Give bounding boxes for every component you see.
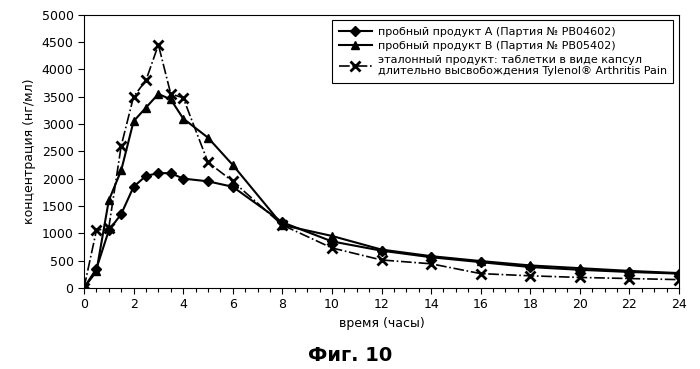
- эталонный продукт: таблетки в виде капсул
длительно высвобождения Tylenol® Arthritis Pain: (2, 3.5e+03): таблетки в виде капсул длительно высвобо…: [130, 94, 138, 99]
- эталонный продукт: таблетки в виде капсул
длительно высвобождения Tylenol® Arthritis Pain: (24, 150): таблетки в виде капсул длительно высвобо…: [675, 277, 683, 282]
- эталонный продукт: таблетки в виде капсул
длительно высвобождения Tylenol® Arthritis Pain: (18, 220): таблетки в виде капсул длительно высвобо…: [526, 273, 535, 278]
- пробный продукт А (Партия № РВ04602): [117, 212, 125, 216]
- Text: Фиг. 10: Фиг. 10: [308, 346, 392, 365]
- пробный продукт А (Партия № РВ04602): [625, 270, 634, 274]
- пробный продукт А (Партия № РВ04602): [278, 220, 286, 224]
- эталонный продукт: таблетки в виде капсул
длительно высвобождения Tylenol® Arthritis Pain: (12, 510): таблетки в виде капсул длительно высвобо…: [377, 258, 386, 262]
- эталонный продукт: таблетки в виде капсул
длительно высвобождения Tylenol® Arthritis Pain: (16, 260): таблетки в виде капсул длительно высвобо…: [477, 272, 485, 276]
- пробный продукт А (Партия № РВ04602): [167, 171, 175, 175]
- пробный продукт В (Партия № РВ05402): [228, 163, 237, 167]
- пробный продукт А (Партия № РВ04602): [204, 179, 212, 183]
- эталонный продукт: таблетки в виде капсул
длительно высвобождения Tylenol® Arthritis Pain: (5, 2.3e+03): таблетки в виде капсул длительно высвобо…: [204, 160, 212, 165]
- пробный продукт А (Партия № РВ04602): [427, 255, 435, 259]
- пробный продукт А (Партия № РВ04602): [526, 265, 535, 269]
- пробный продукт В (Партия № РВ05402): [167, 97, 175, 101]
- эталонный продукт: таблетки в виде капсул
длительно высвобождения Tylenol® Arthritis Pain: (10, 730): таблетки в виде капсул длительно высвобо…: [328, 246, 336, 250]
- пробный продукт В (Партия № РВ05402): [278, 223, 286, 227]
- эталонный продукт: таблетки в виде капсул
длительно высвобождения Tylenol® Arthritis Pain: (0.5, 1.05e+03): таблетки в виде капсул длительно высвобо…: [92, 228, 101, 233]
- пробный продукт А (Партия № РВ04602): [80, 286, 88, 290]
- пробный продукт А (Партия № РВ04602): [675, 272, 683, 276]
- эталонный продукт: таблетки в виде капсул
длительно высвобождения Tylenol® Arthritis Pain: (22, 170): таблетки в виде капсул длительно высвобо…: [625, 276, 634, 281]
- пробный продукт В (Партия № РВ05402): [142, 106, 150, 110]
- пробный продукт В (Партия № РВ05402): [526, 263, 535, 268]
- эталонный продукт: таблетки в виде капсул
длительно высвобождения Tylenol® Arthritis Pain: (20, 190): таблетки в виде капсул длительно высвобо…: [575, 275, 584, 280]
- пробный продукт В (Партия № РВ05402): [675, 271, 683, 275]
- пробный продукт А (Партия № РВ04602): [228, 184, 237, 189]
- пробный продукт А (Партия № РВ04602): [377, 248, 386, 253]
- пробный продукт В (Партия № РВ05402): [104, 198, 113, 203]
- эталонный продукт: таблетки в виде капсул
длительно высвобождения Tylenol® Arthritis Pain: (14, 440): таблетки в виде капсул длительно высвобо…: [427, 262, 435, 266]
- пробный продукт А (Партия № РВ04602): [130, 184, 138, 189]
- эталонный продукт: таблетки в виде капсул
длительно высвобождения Tylenol® Arthritis Pain: (1, 1.1e+03): таблетки в виде капсул длительно высвобо…: [104, 225, 113, 230]
- эталонный продукт: таблетки в виде капсул
длительно высвобождения Tylenol® Arthritis Pain: (3, 4.45e+03): таблетки в виде капсул длительно высвобо…: [154, 42, 162, 47]
- пробный продукт В (Партия № РВ05402): [117, 168, 125, 173]
- пробный продукт В (Партия № РВ05402): [427, 254, 435, 258]
- Y-axis label: концентрация (нг/мл): концентрация (нг/мл): [23, 79, 36, 224]
- Line: эталонный продукт: таблетки в виде капсул
длительно высвобождения Tylenol® Arthritis Pain: эталонный продукт: таблетки в виде капсу…: [79, 40, 684, 293]
- эталонный продукт: таблетки в виде капсул
длительно высвобождения Tylenol® Arthritis Pain: (6, 1.95e+03): таблетки в виде капсул длительно высвобо…: [228, 179, 237, 183]
- эталонный продукт: таблетки в виде капсул
длительно высвобождения Tylenol® Arthritis Pain: (3.5, 3.55e+03): таблетки в виде капсул длительно высвобо…: [167, 92, 175, 96]
- эталонный продукт: таблетки в виде капсул
длительно высвобождения Tylenol® Arthritis Pain: (4, 3.48e+03): таблетки в виде капсул длительно высвобо…: [179, 96, 188, 100]
- пробный продукт В (Партия № РВ05402): [154, 92, 162, 96]
- пробный продукт А (Партия № РВ04602): [575, 268, 584, 272]
- эталонный продукт: таблетки в виде капсул
длительно высвобождения Tylenol® Arthritis Pain: (1.5, 2.6e+03): таблетки в виде капсул длительно высвобо…: [117, 144, 125, 148]
- пробный продукт В (Партия № РВ05402): [477, 259, 485, 263]
- пробный продукт А (Партия № РВ04602): [154, 171, 162, 175]
- эталонный продукт: таблетки в виде капсул
длительно высвобождения Tylenol® Arthritis Pain: (2.5, 3.8e+03): таблетки в виде капсул длительно высвобо…: [142, 78, 150, 83]
- пробный продукт А (Партия № РВ04602): [92, 266, 101, 271]
- пробный продукт В (Партия № РВ05402): [204, 135, 212, 140]
- пробный продукт В (Партия № РВ05402): [575, 266, 584, 270]
- пробный продукт А (Партия № РВ04602): [328, 239, 336, 244]
- эталонный продукт: таблетки в виде капсул
длительно высвобождения Tylenol® Arthritis Pain: (8, 1.15e+03): таблетки в виде капсул длительно высвобо…: [278, 223, 286, 227]
- пробный продукт А (Партия № РВ04602): [477, 260, 485, 264]
- эталонный продукт: таблетки в виде капсул
длительно высвобождения Tylenol® Arthritis Pain: (0, 0): таблетки в виде капсул длительно высвобо…: [80, 286, 88, 290]
- пробный продукт В (Партия № РВ05402): [92, 269, 101, 274]
- пробный продукт В (Партия № РВ05402): [625, 269, 634, 273]
- пробный продукт А (Партия № РВ04602): [179, 176, 188, 181]
- пробный продукт В (Партия № РВ05402): [328, 234, 336, 238]
- пробный продукт А (Партия № РВ04602): [104, 228, 113, 233]
- пробный продукт А (Партия № РВ04602): [142, 174, 150, 178]
- X-axis label: время (часы): время (часы): [339, 317, 424, 330]
- Line: пробный продукт А (Партия № РВ04602): пробный продукт А (Партия № РВ04602): [80, 170, 682, 291]
- пробный продукт В (Партия № РВ05402): [130, 119, 138, 124]
- пробный продукт В (Партия № РВ05402): [377, 247, 386, 252]
- пробный продукт В (Партия № РВ05402): [179, 116, 188, 121]
- пробный продукт В (Партия № РВ05402): [80, 286, 88, 290]
- Line: пробный продукт В (Партия № РВ05402): пробный продукт В (Партия № РВ05402): [80, 90, 683, 292]
- Legend: пробный продукт А (Партия № РВ04602), пробный продукт В (Партия № РВ05402), этал: пробный продукт А (Партия № РВ04602), пр…: [332, 20, 673, 83]
